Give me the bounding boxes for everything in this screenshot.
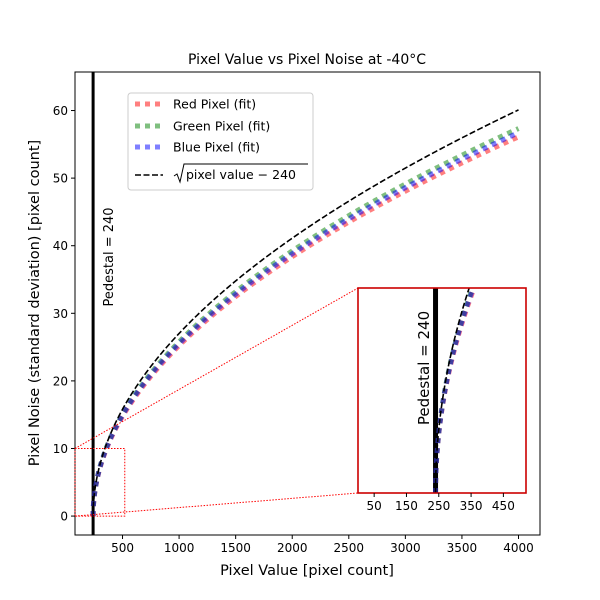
legend-label-sqrt: pixel value − 240 <box>186 167 296 182</box>
legend-label-red: Red Pixel (fit) <box>173 97 256 112</box>
y-tick-label-4: 40 <box>53 239 68 253</box>
legend-box <box>127 92 314 191</box>
inset-x-tick-label-2: 250 <box>427 499 450 513</box>
x-tick-label-6: 3500 <box>447 541 478 555</box>
legend-label-blue: Blue Pixel (fit) <box>173 140 260 155</box>
pedestal-label: Pedestal = 240 <box>102 207 117 306</box>
legend-label-green: Green Pixel (fit) <box>173 119 270 134</box>
x-tick-label-0: 500 <box>111 541 134 555</box>
series-line-3 <box>92 109 519 517</box>
inset-x-tick-label-4: 450 <box>492 499 515 513</box>
x-tick-label-1: 1000 <box>164 541 195 555</box>
y-axis-label: Pixel Noise (standard deviation) [pixel … <box>27 140 43 466</box>
x-tick-label-4: 2500 <box>334 541 365 555</box>
x-axis-label: Pixel Value [pixel count] <box>220 563 394 579</box>
y-tick-label-6: 60 <box>53 104 68 118</box>
chart-title: Pixel Value vs Pixel Noise at -40°C <box>188 52 426 68</box>
y-tick-label-5: 50 <box>53 172 68 186</box>
inset-pedestal-label: Pedestal = 240 <box>415 311 433 425</box>
y-tick-label-0: 0 <box>60 510 68 524</box>
legend: Red Pixel (fit) Green Pixel (fit) Blue P… <box>127 92 314 191</box>
inset-series-line-3 <box>434 288 471 493</box>
inset-series-group <box>433 288 477 493</box>
x-tick-label-5: 3000 <box>390 541 421 555</box>
inset-x-ticks: 50 150 250 350 450 <box>367 493 515 513</box>
x-tick-label-3: 2000 <box>277 541 308 555</box>
zoom-connector-top <box>74 287 359 449</box>
inset-axes: 50 150 250 350 450 Pedestal = 240 <box>357 287 527 513</box>
series-line-2 <box>90 130 520 517</box>
y-tick-label-2: 20 <box>53 374 68 388</box>
plot-frame <box>74 71 541 536</box>
inset-frame <box>357 287 527 494</box>
y-tick-label-1: 10 <box>53 442 68 456</box>
x-tick-label-7: 4000 <box>503 541 534 555</box>
inset-x-tick-label-0: 50 <box>367 499 382 513</box>
inset-plot-area <box>358 288 526 493</box>
legend-sqrt-sign-icon <box>173 163 308 184</box>
x-tick-label-2: 1500 <box>220 541 251 555</box>
y-ticks: 0 10 20 30 40 50 60 <box>53 104 75 524</box>
x-ticks: 500 1000 1500 2000 2500 3000 3500 4000 <box>111 535 534 555</box>
main-series-group <box>90 72 520 535</box>
inset-x-tick-label-1: 150 <box>395 499 418 513</box>
inset-indicator <box>74 287 359 517</box>
inset-x-tick-label-3: 350 <box>460 499 483 513</box>
zoom-region-rect <box>74 447 126 517</box>
y-tick-label-3: 30 <box>53 307 68 321</box>
zoom-connector-bottom <box>74 492 359 517</box>
